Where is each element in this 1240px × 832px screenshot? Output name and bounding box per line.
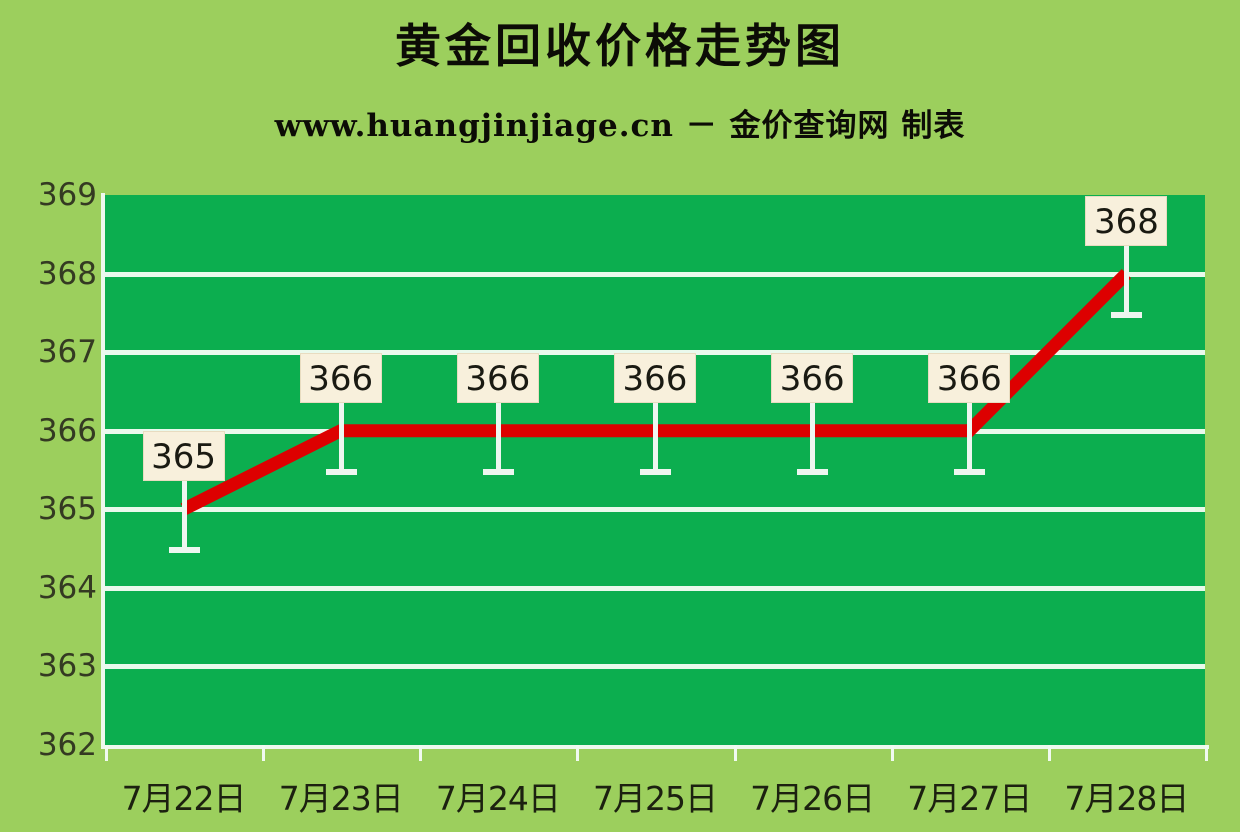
chart-subtitle: www.huangjinjiage.cn － 金价查询网 制表 (274, 108, 966, 144)
x-axis-tick-mark (419, 745, 423, 761)
data-label-leader-foot (168, 547, 200, 554)
y-axis-tick-label: 363 (37, 648, 97, 685)
data-label-leader-foot (1111, 311, 1143, 318)
y-axis-line (101, 193, 105, 749)
x-axis-tick-label: 7月22日 (121, 779, 247, 818)
data-label-leader-line (181, 481, 187, 552)
x-axis-tick-mark (733, 745, 737, 761)
x-axis-tick-mark (576, 745, 580, 761)
x-axis-tick-label: 7月24日 (435, 779, 561, 818)
data-point-label: 366 (771, 352, 854, 403)
y-axis-tick-label: 369 (37, 177, 97, 213)
data-label-leader-line (653, 402, 658, 473)
x-axis-tick-label: 7月28日 (1064, 779, 1189, 818)
data-point-label: 365 (142, 431, 225, 482)
y-axis-labels: 369 368 367 366 365 364 363 362 (0, 0, 97, 832)
x-axis-tick-mark (1205, 745, 1208, 761)
data-point-label: 366 (928, 352, 1011, 403)
x-axis-tick-label: 7月25日 (593, 779, 718, 818)
page-title: 黄金回收价格走势图 (395, 19, 845, 73)
data-point-label: 366 (299, 352, 382, 403)
y-axis-tick-label: 365 (37, 491, 97, 528)
x-axis-tick-mark (1047, 745, 1051, 761)
data-label-leader-foot (640, 468, 671, 475)
data-label-leader-foot (954, 468, 986, 475)
y-axis-tick-label: 362 (37, 727, 97, 763)
data-point-label: 368 (1085, 195, 1168, 246)
y-axis-tick-label: 367 (37, 334, 97, 371)
x-axis-tick-label: 7月23日 (278, 779, 404, 818)
y-axis-tick-label: 364 (37, 569, 97, 606)
data-label-leader-line (967, 402, 973, 473)
x-axis-tick-mark (262, 745, 266, 761)
data-point-label: 366 (456, 352, 539, 403)
gridline (105, 271, 1205, 277)
y-axis-tick-label: 366 (37, 412, 97, 449)
x-axis-tick-label: 7月26日 (750, 779, 875, 818)
data-label-leader-foot (482, 468, 514, 475)
data-label-leader-line (1124, 245, 1130, 316)
data-label-leader-line (810, 402, 816, 473)
data-label-leader-line (338, 402, 344, 473)
gridline (105, 507, 1205, 513)
gridline (105, 664, 1205, 670)
y-axis-tick-label: 368 (37, 255, 97, 292)
x-axis-tick-mark (890, 745, 894, 761)
data-label-leader-foot (797, 468, 829, 475)
x-axis-tick-mark (105, 745, 108, 761)
gridline (105, 585, 1205, 591)
data-point-label: 366 (614, 352, 696, 403)
x-axis-tick-label: 7月27日 (907, 779, 1032, 818)
data-label-leader-foot (325, 468, 357, 475)
x-axis-line (101, 745, 1209, 749)
data-label-leader-line (495, 402, 501, 473)
